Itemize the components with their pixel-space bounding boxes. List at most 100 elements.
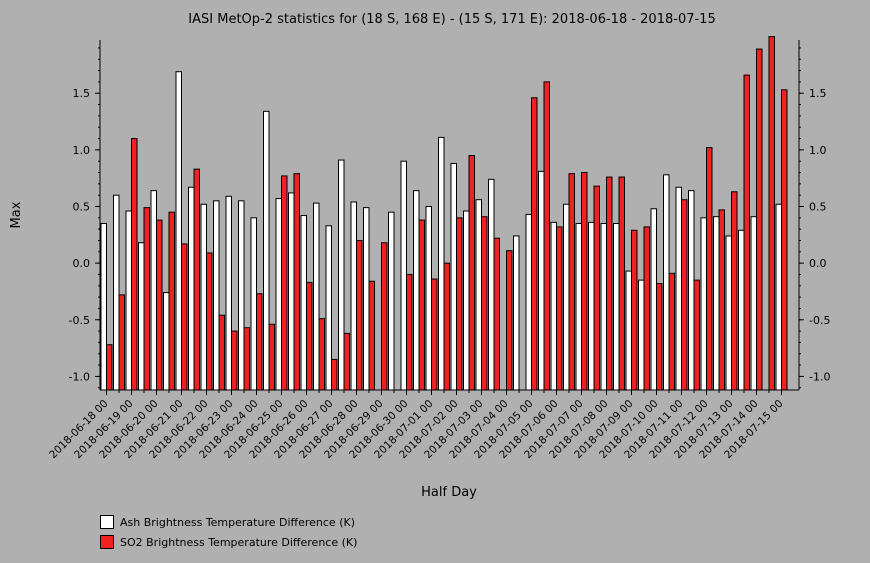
ash-bar-2018-07-11-00 xyxy=(675,186,682,391)
ash-bar-2018-06-25-12 xyxy=(288,192,295,391)
so2-bar-2018-07-12-12 xyxy=(718,209,725,391)
ash-bar-2018-06-18-00 xyxy=(100,222,107,391)
ash-bar-2018-06-21-12 xyxy=(188,186,195,391)
ash-bar-2018-06-27-12 xyxy=(338,159,345,391)
legend-label-ash: Ash Brightness Temperature Difference (K… xyxy=(120,515,355,529)
so2-bar-2018-07-07-00 xyxy=(581,172,588,391)
ash-bar-2018-07-12-00 xyxy=(700,217,707,391)
ash-bar-2018-06-22-12 xyxy=(213,200,220,391)
ash-bar-2018-06-25-00 xyxy=(275,198,282,391)
so2-bar-2018-06-18-00 xyxy=(106,344,113,391)
ash-bar-2018-06-24-12 xyxy=(263,110,270,391)
so2-bar-2018-07-05-12 xyxy=(543,81,550,391)
ash-bar-2018-07-08-12 xyxy=(613,222,620,391)
so2-bar-2018-07-09-12 xyxy=(643,226,650,391)
ash-bar-2018-06-30-12 xyxy=(413,190,420,391)
so2-bar-2018-06-30-12 xyxy=(418,219,425,391)
so2-bar-2018-06-25-00 xyxy=(281,175,288,391)
so2-bar-2018-07-01-12 xyxy=(443,262,450,391)
y-tick-label-left: 0.5 xyxy=(73,201,91,214)
ash-bar-2018-07-14-00 xyxy=(750,216,757,391)
ash-bar-2018-07-01-12 xyxy=(438,136,445,391)
so2-bar-2018-06-23-12 xyxy=(243,327,250,391)
ash-bar-2018-06-20-12 xyxy=(163,292,170,391)
ash-bar-2018-07-03-00 xyxy=(475,199,482,391)
ash-bar-2018-06-23-12 xyxy=(238,200,245,391)
legend-swatch-so2 xyxy=(100,535,114,549)
y-tick-label-right: 1.0 xyxy=(809,144,827,157)
ash-bar-2018-07-02-00 xyxy=(450,162,457,391)
ash-bar-2018-07-05-12 xyxy=(538,170,545,391)
y-tick-label-right: -1.0 xyxy=(809,370,830,383)
chart-title: IASI MetOp-2 statistics for (18 S, 168 E… xyxy=(188,12,715,27)
legend-item-so2: SO2 Brightness Temperature Difference (K… xyxy=(100,532,357,552)
so2-bar-2018-07-07-12 xyxy=(593,185,600,391)
y-tick-label-left: -1.0 xyxy=(69,370,90,383)
ash-bar-2018-07-07-00 xyxy=(575,222,582,391)
y-tick-label-left: 1.5 xyxy=(73,87,91,100)
ash-bar-2018-06-19-12 xyxy=(138,242,145,391)
so2-bar-2018-06-27-00 xyxy=(331,358,338,391)
so2-bar-2018-07-11-12 xyxy=(693,279,700,391)
so2-bar-2018-06-24-00 xyxy=(256,293,263,391)
so2-bar-2018-06-20-12 xyxy=(168,211,175,391)
ash-bar-2018-07-15-00 xyxy=(775,203,782,391)
so2-bar-2018-06-21-00 xyxy=(181,243,188,391)
ash-bar-2018-06-27-00 xyxy=(325,225,332,391)
ash-bar-2018-07-03-12 xyxy=(488,178,495,391)
ash-bar-2018-06-24-00 xyxy=(250,217,257,391)
y-tick-label-right: 1.5 xyxy=(809,87,827,100)
so2-bar-2018-06-19-00 xyxy=(131,138,138,391)
legend-item-ash: Ash Brightness Temperature Difference (K… xyxy=(100,512,357,532)
so2-bar-2018-07-11-00 xyxy=(681,199,688,391)
so2-bar-2018-06-28-12 xyxy=(368,280,375,391)
so2-bar-2018-07-04-00 xyxy=(506,250,513,391)
ash-bar-2018-07-01-00 xyxy=(425,206,432,391)
y-tick-label-right: 0.5 xyxy=(809,201,827,214)
so2-bar-2018-06-29-00 xyxy=(381,242,388,391)
so2-bar-2018-07-10-00 xyxy=(656,283,663,391)
legend-label-so2: SO2 Brightness Temperature Difference (K… xyxy=(120,535,358,549)
ash-bar-2018-07-13-12 xyxy=(738,229,745,391)
ash-bar-2018-07-04-12 xyxy=(513,235,520,391)
so2-bar-2018-07-09-00 xyxy=(631,229,638,391)
ash-bar-2018-07-02-12 xyxy=(463,210,470,391)
ash-bar-2018-06-21-00 xyxy=(175,71,182,391)
so2-bar-2018-06-22-12 xyxy=(218,314,225,391)
y-tick-label-right: -0.5 xyxy=(809,314,830,327)
so2-bar-2018-06-20-00 xyxy=(156,219,163,391)
y-tick-label-left: 1.0 xyxy=(73,144,91,157)
ash-bar-2018-07-13-00 xyxy=(725,235,732,391)
y-tick-label-right: 0.0 xyxy=(809,257,827,270)
ash-bar-2018-07-05-00 xyxy=(525,213,532,391)
ash-bar-2018-06-26-00 xyxy=(300,215,307,391)
so2-bar-2018-07-01-00 xyxy=(431,278,438,391)
so2-bar-2018-07-15-00 xyxy=(781,89,788,391)
y-tick-label-left: 0.0 xyxy=(73,257,91,270)
ash-bar-2018-06-30-00 xyxy=(400,160,407,391)
ash-bar-2018-06-22-00 xyxy=(200,203,207,391)
so2-bar-2018-07-02-00 xyxy=(456,217,463,391)
so2-bar-2018-07-13-12 xyxy=(743,74,750,391)
ash-bar-2018-07-06-12 xyxy=(563,203,570,391)
so2-bar-2018-07-08-00 xyxy=(606,176,613,391)
so2-bar-2018-06-23-00 xyxy=(231,330,238,391)
ash-bar-2018-07-11-12 xyxy=(688,190,695,391)
so2-bar-2018-06-24-12 xyxy=(268,323,275,391)
so2-bar-2018-06-21-12 xyxy=(193,168,200,391)
so2-bar-2018-07-14-12 xyxy=(768,36,775,391)
ash-bar-2018-06-20-00 xyxy=(150,190,157,391)
so2-bar-2018-07-10-12 xyxy=(668,272,675,391)
so2-bar-2018-07-08-12 xyxy=(618,176,625,391)
ash-bar-2018-06-23-00 xyxy=(225,195,232,391)
so2-bar-2018-07-02-12 xyxy=(468,155,475,391)
so2-bar-2018-06-19-12 xyxy=(143,207,150,391)
ash-bar-2018-07-10-00 xyxy=(650,208,657,391)
ash-bar-2018-07-08-00 xyxy=(600,222,607,391)
ash-bar-2018-06-28-00 xyxy=(350,201,357,391)
legend-swatch-ash xyxy=(100,515,114,529)
so2-bar-2018-07-12-00 xyxy=(706,147,713,391)
x-axis-label: Half Day xyxy=(421,485,477,500)
ash-bar-2018-07-06-00 xyxy=(550,221,557,391)
